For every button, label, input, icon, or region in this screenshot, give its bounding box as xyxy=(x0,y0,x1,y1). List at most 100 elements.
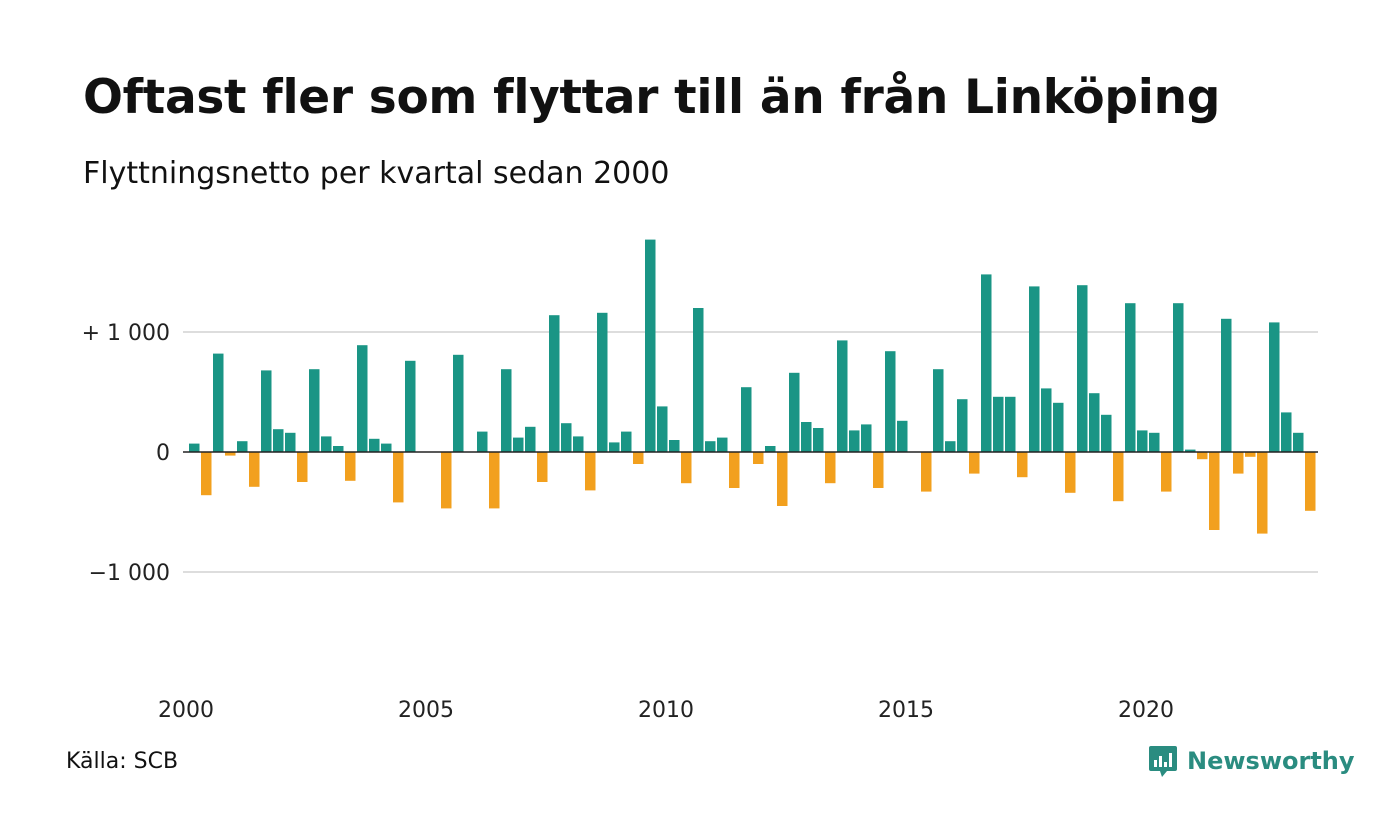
bar-2012-q4 xyxy=(801,422,812,452)
page-title: Oftast fler som flyttar till än från Lin… xyxy=(83,70,1221,125)
bar-2013-q3 xyxy=(837,340,848,452)
bar-2008-q1 xyxy=(573,436,584,452)
bar-2007-q4 xyxy=(561,423,572,452)
bar-2003-q2 xyxy=(345,452,356,481)
bar-2020-q4 xyxy=(1185,449,1196,452)
bar-2000-q2 xyxy=(201,452,212,496)
bar-2012-q2 xyxy=(777,452,788,506)
bar-2013-q2 xyxy=(825,452,836,484)
x-axis-ticks: 2000 2005 2010 2015 2020 xyxy=(158,698,1174,723)
bar-2002-q1 xyxy=(285,432,296,452)
brand-logo[interactable]: Newsworthy xyxy=(1148,744,1355,778)
bar-2022-q2 xyxy=(1257,452,1268,534)
source-note: Källa: SCB xyxy=(66,749,179,774)
bar-2009-q4 xyxy=(657,406,668,452)
bar-2014-q4 xyxy=(897,420,908,452)
x-tick-label: 2015 xyxy=(878,698,934,723)
bar-2011-q3 xyxy=(741,387,752,452)
bar-2023-q1 xyxy=(1293,432,1304,452)
bar-2021-q3 xyxy=(1221,318,1232,452)
bar-2004-q3 xyxy=(405,360,416,452)
bar-2010-q4 xyxy=(705,441,716,452)
bar-2022-q4 xyxy=(1281,412,1292,452)
y-tick-label: −1 000 xyxy=(89,561,170,586)
bar-2009-q1 xyxy=(621,431,632,452)
bar-2004-q2 xyxy=(393,452,404,503)
bar-2011-q1 xyxy=(717,437,728,452)
bar-2009-q2 xyxy=(633,452,644,464)
bar-2001-q3 xyxy=(261,370,272,452)
bar-2022-q3 xyxy=(1269,322,1280,452)
bar-2007-q3 xyxy=(549,315,560,452)
bar-2008-q2 xyxy=(585,452,596,491)
bar-2010-q1 xyxy=(669,440,680,452)
bar-2018-q4 xyxy=(1089,393,1100,452)
bar-2011-q4 xyxy=(753,452,764,464)
bar-2007-q2 xyxy=(537,452,548,482)
bar-2016-q1 xyxy=(957,399,968,452)
brand-name: Newsworthy xyxy=(1187,747,1355,775)
bar-2018-q2 xyxy=(1065,452,1076,493)
bar-2000-q4 xyxy=(225,452,236,456)
bar-2020-q2 xyxy=(1161,452,1172,492)
bar-2006-q3 xyxy=(501,369,512,452)
bar-2017-q4 xyxy=(1041,388,1052,452)
bar-2019-q4 xyxy=(1137,430,1148,452)
bar-2015-q3 xyxy=(933,369,944,452)
bar-2001-q4 xyxy=(273,429,284,452)
bar-2019-q1 xyxy=(1101,414,1112,452)
bar-2006-q4 xyxy=(513,437,524,452)
bar-2014-q1 xyxy=(861,424,872,452)
newsworthy-logo-icon xyxy=(1149,746,1177,777)
bar-2008-q3 xyxy=(597,312,608,452)
bar-2019-q2 xyxy=(1113,452,1124,502)
bar-2013-q4 xyxy=(849,430,860,452)
bar-2018-q3 xyxy=(1077,285,1088,452)
bar-2004-q1 xyxy=(381,443,392,452)
bar-2021-q1 xyxy=(1197,452,1208,460)
bar-2003-q1 xyxy=(333,446,344,452)
bar-2003-q3 xyxy=(357,345,368,452)
x-tick-label: 2020 xyxy=(1118,698,1174,723)
bar-2020-q1 xyxy=(1149,432,1160,452)
bar-2000-q3 xyxy=(213,353,224,452)
y-tick-label: 0 xyxy=(156,441,170,466)
bar-2015-q4 xyxy=(945,441,956,452)
bar-2010-q2 xyxy=(681,452,692,484)
bar-2017-q2 xyxy=(1017,452,1028,478)
x-tick-label: 2005 xyxy=(398,698,454,723)
bar-2012-q3 xyxy=(789,372,800,452)
page-subtitle: Flyttningsnetto per kvartal sedan 2000 xyxy=(83,156,670,191)
bar-2015-q2 xyxy=(921,452,932,492)
bar-2016-q3 xyxy=(981,274,992,452)
bar-2001-q2 xyxy=(249,452,260,487)
bar-2021-q4 xyxy=(1233,452,1244,474)
x-tick-label: 2010 xyxy=(638,698,694,723)
bar-2002-q3 xyxy=(309,369,320,452)
bar-2002-q4 xyxy=(321,436,332,452)
bar-2018-q1 xyxy=(1053,402,1064,452)
bar-2020-q3 xyxy=(1173,303,1184,452)
bar-2007-q1 xyxy=(525,426,536,452)
bar-2016-q2 xyxy=(969,452,980,474)
bar-2005-q2 xyxy=(441,452,452,509)
bar-2014-q3 xyxy=(885,351,896,452)
y-tick-label: + 1 000 xyxy=(82,321,170,346)
y-axis-ticks: + 1 000 0 −1 000 xyxy=(82,321,170,586)
bar-2021-q2 xyxy=(1209,452,1220,530)
bar-2002-q2 xyxy=(297,452,308,482)
bar-2013-q1 xyxy=(813,428,824,452)
x-tick-label: 2000 xyxy=(158,698,214,723)
bar-2003-q4 xyxy=(369,438,380,452)
bar-2009-q3 xyxy=(645,239,656,452)
bars xyxy=(189,239,1316,534)
bar-2023-q2 xyxy=(1305,452,1316,511)
bar-2006-q2 xyxy=(489,452,500,509)
bar-2012-q1 xyxy=(765,446,776,452)
bar-2008-q4 xyxy=(609,442,620,452)
bar-2006-q1 xyxy=(477,431,488,452)
bar-2005-q3 xyxy=(453,354,464,452)
bar-2019-q3 xyxy=(1125,303,1136,452)
bar-2016-q4 xyxy=(993,396,1004,452)
